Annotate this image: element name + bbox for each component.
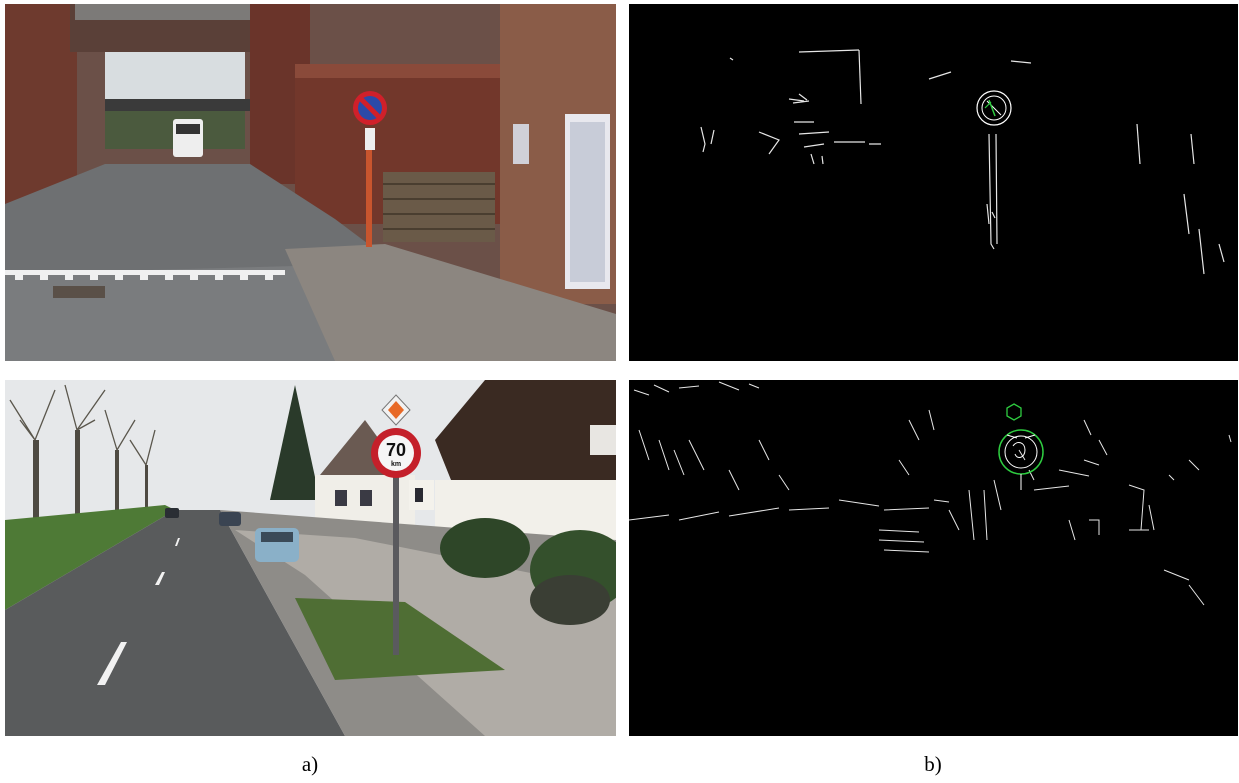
photo-road-speed-sign: 70 km [5, 380, 616, 736]
no-parking-sign [353, 91, 387, 125]
edge-map-bottom [629, 380, 1238, 736]
speed-limit-value: 70 [386, 440, 406, 460]
detected-sign-circle [976, 90, 1012, 126]
photo-street-no-parking-sign [5, 4, 616, 361]
caption-b: b) [924, 752, 942, 776]
speed-limit-unit: km [391, 461, 401, 468]
detected-sign-shapes [998, 403, 1044, 490]
edge-map-top [629, 4, 1238, 361]
speed-limit-sign: 70 km [371, 428, 421, 478]
caption-a: a) [301, 752, 319, 776]
